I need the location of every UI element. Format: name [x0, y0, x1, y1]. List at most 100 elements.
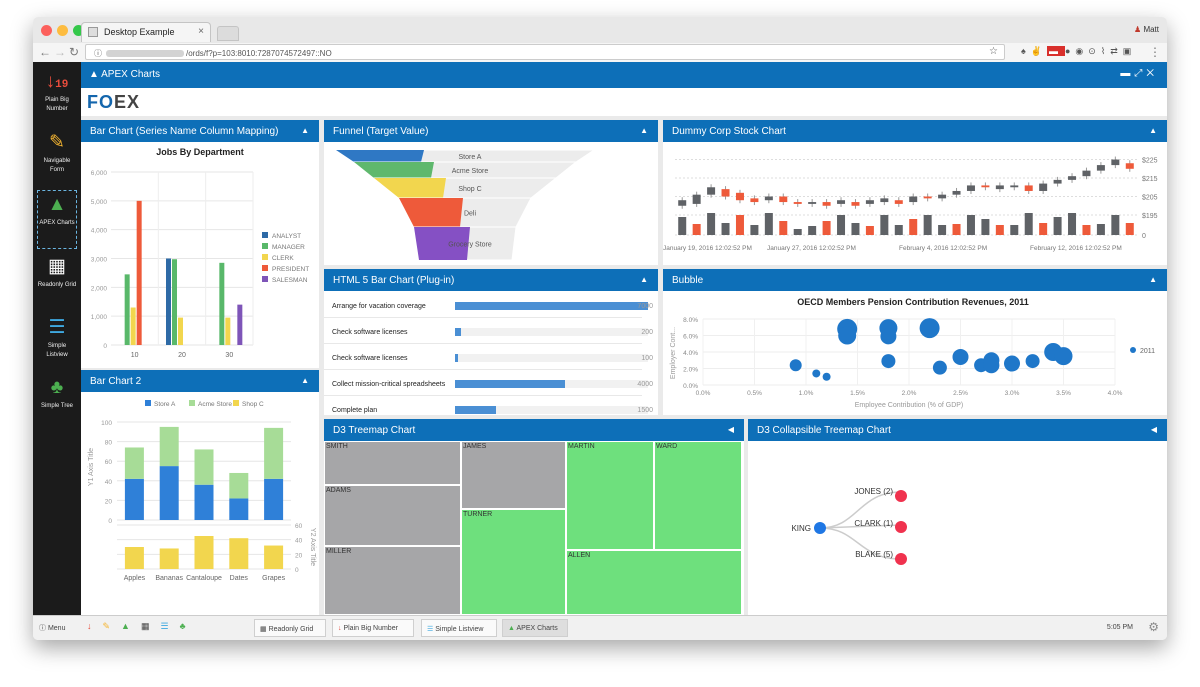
new-tab-button[interactable] [217, 26, 239, 41]
sidebar-item-simple-listview[interactable]: ☰ Simple Listview [37, 316, 77, 360]
volume-bar [779, 221, 788, 235]
minimize-icon[interactable]: ▬ [1120, 68, 1135, 79]
collapse-icon[interactable]: ▲ [301, 126, 309, 135]
bar-track [455, 380, 648, 388]
collapse-icon[interactable]: ▲ [640, 275, 648, 284]
treemap-cell[interactable]: TURNER [461, 509, 566, 615]
x-tick-label: 2.0% [902, 390, 917, 397]
taskbar-label: Plain Big Number [343, 625, 398, 632]
bookmark-star-icon[interactable]: ☆ [989, 46, 998, 57]
tree-node[interactable] [895, 521, 907, 533]
address-bar[interactable]: ⓘ /ords/f?p=103:8010:7287074572497::NO ☆ [85, 44, 1005, 60]
taskbar-item-readonly-grid[interactable]: ▦ Readonly Grid [254, 619, 326, 637]
y-tick-label: 0 [1142, 233, 1146, 240]
sidebar-item-plain-big-number[interactable]: ↓19 Plain Big Number [37, 70, 77, 114]
panel-header[interactable]: Bar Chart 2 ▲ [81, 370, 319, 392]
bubble-point [952, 348, 969, 365]
bar-store-a [194, 484, 214, 520]
y2-tick-label: 20 [295, 552, 303, 559]
close-window-button[interactable] [41, 25, 52, 36]
area-chart-icon[interactable]: ▲ [121, 621, 141, 631]
expand-icon[interactable]: ⤢ [1134, 68, 1147, 79]
treemap-cell[interactable]: ALLEN [566, 550, 742, 615]
panel-header[interactable]: Bar Chart (Series Name Column Mapping) ▲ [81, 120, 319, 142]
grid-icon: ▦ [48, 256, 66, 277]
sidebar-item-simple-tree[interactable]: ♣ Simple Tree [37, 376, 77, 411]
window-controls[interactable]: ▬⤢✕ [1120, 68, 1158, 79]
grid-icon[interactable]: ▦ [140, 621, 161, 631]
taskbar-item-simple-listview[interactable]: ☰ Simple Listview [421, 619, 497, 637]
bar-value: 200 [641, 329, 653, 336]
candle [894, 200, 903, 204]
tree-icon[interactable]: ♣ [179, 621, 197, 631]
tree-icon: ♣ [50, 377, 64, 398]
forward-icon[interactable]: → [54, 45, 66, 59]
panel-header[interactable]: Dummy Corp Stock Chart ▲ [663, 120, 1167, 142]
collapse-icon[interactable]: ▲ [301, 376, 309, 385]
big-number-icon[interactable]: ↓ [87, 621, 103, 631]
tree-node-root[interactable] [814, 522, 826, 534]
sidebar-item-readonly-grid[interactable]: ▦ Readonly Grid [37, 255, 77, 290]
treemap-cell[interactable]: JAMES [461, 441, 566, 509]
candle [865, 200, 874, 204]
taskbar-label: Readonly Grid [268, 626, 314, 633]
collapse-icon[interactable]: ◀ [1150, 425, 1157, 434]
back-icon[interactable]: ← [39, 45, 51, 59]
sidebar-item-apex-charts[interactable]: ▲ APEX Charts [37, 190, 77, 249]
panel-header[interactable]: HTML 5 Bar Chart (Plug-in) ▲ [324, 269, 658, 291]
big-number-icon: ↓19 [45, 71, 69, 92]
menu-button[interactable]: ⓘ Menu [39, 623, 65, 633]
treemap-cell[interactable]: SMITH [324, 441, 461, 485]
y-tick-label: $225 [1142, 158, 1158, 165]
extension-icons[interactable]: ♠✌ ▬ ●◉⊙⌇⇄▣ [1021, 46, 1137, 56]
panel-header[interactable]: Funnel (Target Value) ▲ [324, 120, 658, 142]
profile-user[interactable]: ♟ Matt [1134, 25, 1159, 34]
browser-tab[interactable]: Desktop Example × [81, 22, 211, 42]
panel-header[interactable]: Bubble ▲ [663, 269, 1167, 291]
bubble-point [789, 359, 802, 372]
treemap-cell[interactable]: ADAMS [324, 485, 461, 546]
tree-node[interactable] [895, 553, 907, 565]
settings-icon[interactable]: ⚙ [1148, 620, 1159, 634]
close-icon[interactable]: ✕ [1146, 68, 1158, 79]
collapse-icon[interactable]: ▲ [1149, 275, 1157, 284]
taskbar-item-apex-charts[interactable]: ▲ APEX Charts [502, 619, 568, 637]
candle [721, 189, 730, 197]
tree-node[interactable] [895, 490, 907, 502]
info-icon: ⓘ [94, 49, 102, 58]
browser-chrome: Desktop Example × ♟ Matt ← → ↻ ⓘ /ords/f?… [33, 17, 1167, 62]
funnel-label: Deli [464, 211, 477, 218]
volume-bar [764, 213, 773, 235]
taskbar-label: APEX Charts [516, 625, 558, 632]
candle [750, 198, 759, 203]
collapse-icon[interactable]: ▲ [1149, 126, 1157, 135]
taskbar-item-plain-big-number[interactable]: ↓ Plain Big Number [332, 619, 414, 637]
browser-menu-icon[interactable]: ⋮ [1149, 45, 1161, 59]
treemap-cell[interactable]: MARTIN [566, 441, 654, 550]
edit-form-icon[interactable]: ✎ [102, 621, 122, 631]
candle [995, 185, 1004, 190]
collapse-icon[interactable]: ◀ [727, 425, 734, 434]
bubble-point [812, 369, 821, 378]
taskbar: ⓘ Menu ↓✎▲▦☰♣ ▦ Readonly Grid ↓ Plain Bi… [33, 615, 1167, 640]
list-icon[interactable]: ☰ [160, 621, 180, 631]
sidebar-item-navigable-form[interactable]: ✎ Navigable Form [37, 131, 77, 175]
panel-header[interactable]: D3 Collapsible Treemap Chart ◀ [748, 419, 1167, 441]
minimize-window-button[interactable] [57, 25, 68, 36]
bar-store-a [229, 498, 249, 520]
x-tick-label: 0.5% [747, 390, 762, 397]
y-tick-label: 6.0% [683, 334, 698, 341]
reload-icon[interactable]: ↻ [69, 45, 80, 59]
bar-president [136, 200, 142, 345]
close-tab-icon[interactable]: × [198, 26, 204, 37]
maximize-window-button[interactable] [73, 25, 84, 36]
treemap-cell[interactable]: MILLER [324, 546, 461, 615]
treemap-cell[interactable]: WARD [654, 441, 742, 550]
candle [678, 200, 687, 206]
collapse-icon[interactable]: ▲ [640, 126, 648, 135]
panel-header[interactable]: D3 Treemap Chart ◀ [324, 419, 744, 441]
tree-chart: KING JONES (2) CLARK (1) BLAKE (5) [791, 487, 907, 565]
volume-bar [808, 226, 817, 235]
quick-launch[interactable]: ↓✎▲▦☰♣ [87, 621, 196, 632]
bar-store-a [159, 466, 179, 520]
